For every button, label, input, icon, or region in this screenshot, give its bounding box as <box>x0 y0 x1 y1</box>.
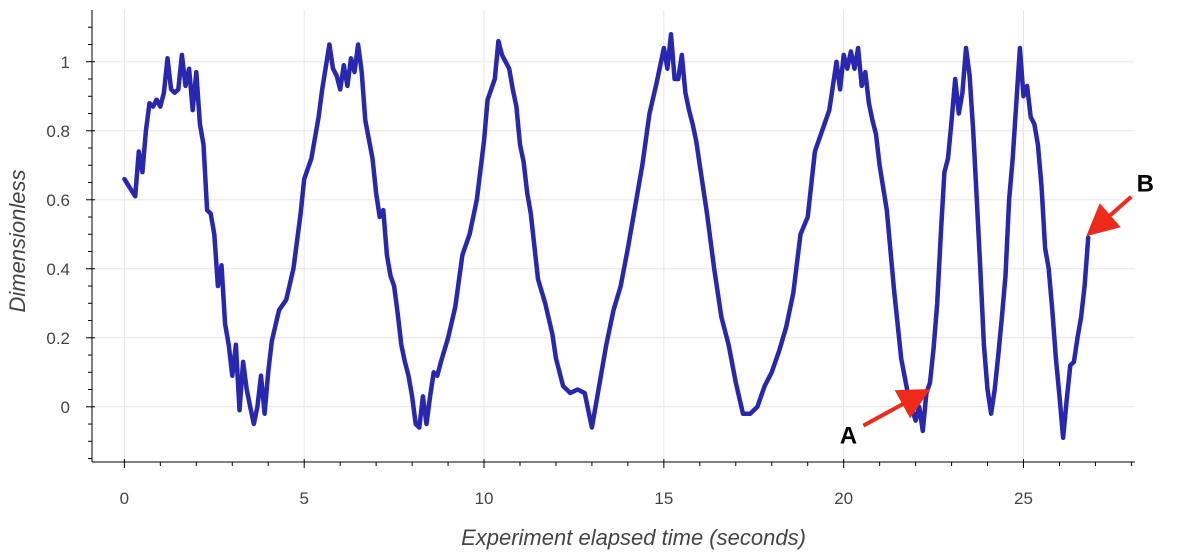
annotation-arrow-B <box>1086 195 1133 237</box>
y-tick-label-3: 0.6 <box>46 191 70 210</box>
axes <box>91 10 1135 463</box>
y-tick-label-0: 0 <box>61 398 70 417</box>
x-axis-label: Experiment elapsed time (seconds) <box>461 525 806 550</box>
x-tick-label-2: 10 <box>475 489 494 508</box>
x-tick-label-4: 20 <box>834 489 853 508</box>
y-tick-label-5: 1 <box>61 53 70 72</box>
series-layer <box>122 31 1091 441</box>
series-line-0 <box>122 31 1091 441</box>
annotation-arrow-A <box>862 388 931 428</box>
x-tick-label-1: 5 <box>299 489 308 508</box>
x-tick-label-3: 15 <box>654 489 673 508</box>
y-axis-label: Dimensionless <box>5 169 30 312</box>
y-tick-label-2: 0.4 <box>46 260 70 279</box>
y-tick-label-4: 0.8 <box>46 122 70 141</box>
ticks: 0 5 10 15 20 25 0 0.2 0.4 0.6 0.8 1 <box>46 26 1132 508</box>
annotations: AB <box>840 171 1154 450</box>
x-tick-label-0: 0 <box>120 489 129 508</box>
annotation-label-B: B <box>1137 171 1154 198</box>
x-tick-label-5: 25 <box>1014 489 1033 508</box>
annotation-label-A: A <box>840 423 857 450</box>
y-tick-label-1: 0.2 <box>46 329 70 348</box>
